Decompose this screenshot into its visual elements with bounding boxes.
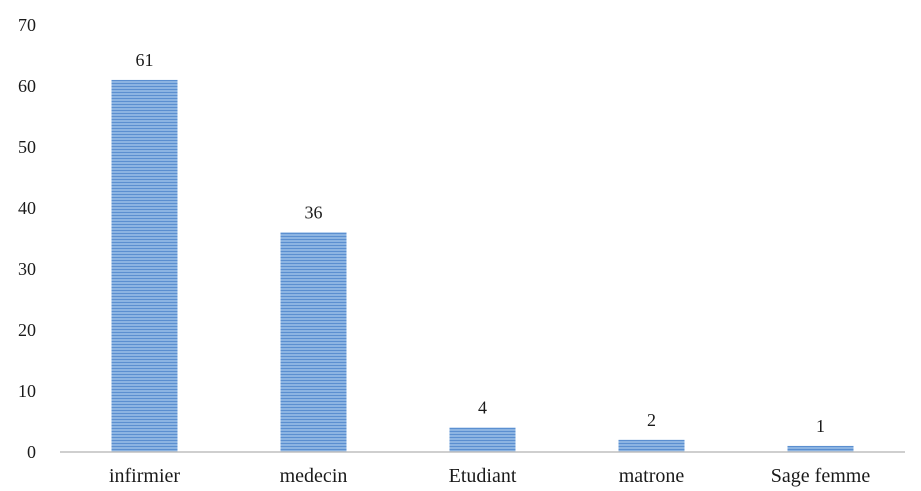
x-category-label: Etudiant xyxy=(449,465,517,487)
y-tick-label: 40 xyxy=(18,198,36,218)
data-labels: 61 36 4 2 1 xyxy=(136,50,826,436)
y-tick-label: 70 xyxy=(18,15,36,35)
category-labels: infirmier medecin Etudiant matrone Sage femm… xyxy=(109,465,870,487)
y-tick-label: 30 xyxy=(18,259,36,279)
bar-data-label: 61 xyxy=(136,50,154,70)
x-category-label: matrone xyxy=(619,465,685,487)
y-tick-label: 10 xyxy=(18,381,36,401)
y-tick-label: 0 xyxy=(27,442,36,462)
bar-data-label: 2 xyxy=(647,410,656,430)
y-tick-label: 50 xyxy=(18,137,36,157)
x-category-label: medecin xyxy=(280,465,348,487)
bar xyxy=(449,427,516,452)
bar-data-label: 1 xyxy=(816,416,825,436)
y-axis-tick-labels: 0 10 20 30 40 50 60 70 xyxy=(18,15,36,462)
bar xyxy=(618,439,685,452)
x-category-label: infirmier xyxy=(109,465,180,487)
y-tick-label: 20 xyxy=(18,320,36,340)
bar xyxy=(787,445,854,452)
bar-data-label: 36 xyxy=(305,202,323,222)
y-tick-label: 60 xyxy=(18,76,36,96)
x-category-label: Sage femme xyxy=(771,465,871,487)
bar-data-label: 4 xyxy=(478,398,487,418)
bar xyxy=(280,232,347,452)
bar xyxy=(111,79,178,453)
bars xyxy=(111,79,854,453)
